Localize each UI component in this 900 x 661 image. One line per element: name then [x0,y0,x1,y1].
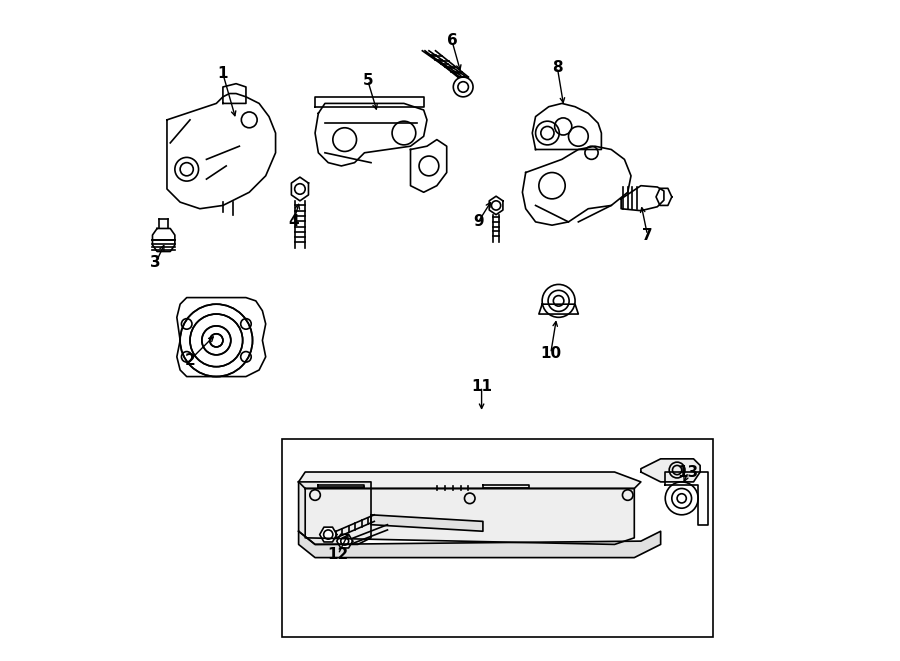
Polygon shape [152,229,175,252]
Text: 2: 2 [184,352,195,368]
Polygon shape [337,534,353,548]
Polygon shape [532,103,601,149]
Polygon shape [621,186,664,211]
Text: 7: 7 [643,227,652,243]
Text: 9: 9 [473,214,483,229]
Text: 12: 12 [328,547,348,562]
Polygon shape [539,304,579,314]
Polygon shape [299,482,371,545]
Text: 4: 4 [288,214,299,229]
Polygon shape [315,97,424,106]
Polygon shape [299,472,641,488]
Polygon shape [522,146,631,225]
Polygon shape [315,103,427,166]
Polygon shape [656,188,671,206]
Polygon shape [490,196,503,215]
Text: 8: 8 [552,59,562,75]
Text: 5: 5 [363,73,373,88]
Text: 13: 13 [678,465,698,479]
Polygon shape [176,297,266,377]
Bar [283,439,714,637]
Text: 10: 10 [540,346,562,361]
Text: 11: 11 [471,379,492,394]
Text: 1: 1 [218,66,229,81]
Polygon shape [305,488,634,545]
Text: 3: 3 [150,255,161,270]
Polygon shape [641,459,700,482]
Polygon shape [320,527,337,542]
Polygon shape [223,84,246,103]
Text: 6: 6 [446,34,457,48]
Polygon shape [299,531,661,558]
Polygon shape [410,139,446,192]
Polygon shape [292,177,309,201]
Polygon shape [167,94,275,209]
Polygon shape [371,515,483,531]
